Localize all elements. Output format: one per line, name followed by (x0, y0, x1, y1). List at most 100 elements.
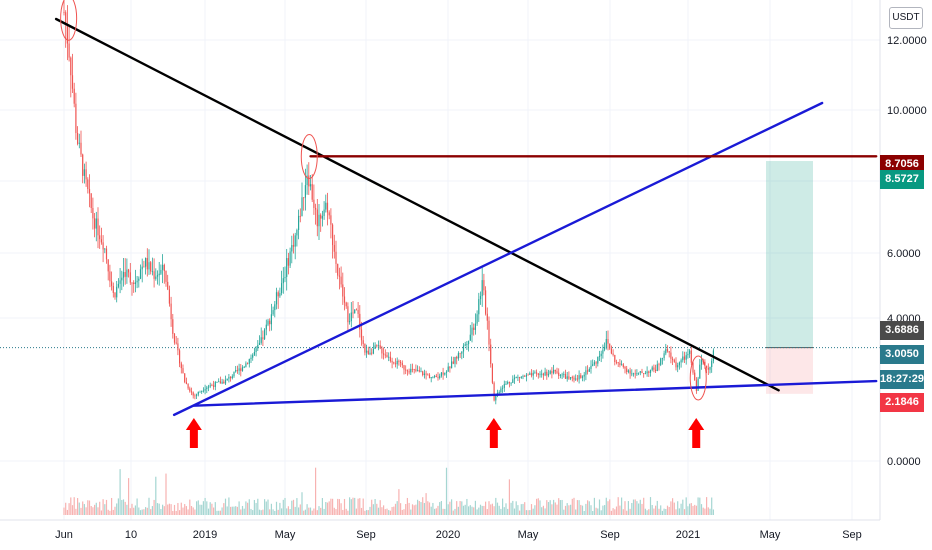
candle-body (95, 218, 97, 229)
currency-label[interactable]: USDT (889, 7, 923, 29)
candle-body (609, 343, 611, 349)
volume-bar (621, 497, 623, 515)
volume-bar (445, 467, 448, 515)
volume-bar (634, 499, 636, 515)
volume-bar (689, 503, 691, 515)
circle-marker (689, 355, 707, 401)
volume-bar (117, 498, 119, 515)
candle-body (94, 218, 96, 229)
price-tag-last-price: 3.0050 (880, 345, 924, 364)
volume-bar (393, 506, 395, 515)
volume-bar (588, 501, 590, 515)
candle-body (549, 371, 551, 374)
volume-bar (73, 497, 75, 515)
candle-body (469, 334, 471, 341)
candle-body (554, 369, 556, 372)
candle-body (493, 382, 495, 401)
candle-body (371, 352, 373, 354)
candle-body (134, 282, 136, 285)
candle-body (298, 215, 300, 230)
candle-body (643, 373, 645, 374)
volume-bar (469, 505, 471, 515)
volume-bar (168, 503, 170, 515)
candle-body (588, 368, 590, 372)
volume-bar (184, 504, 186, 515)
candle-body (401, 363, 403, 366)
candle-body (700, 359, 703, 365)
loss-zone[interactable] (766, 347, 813, 394)
candle-body (411, 368, 414, 370)
volume-bar (461, 501, 463, 515)
volume-bar (139, 510, 142, 515)
volume-bar (372, 504, 374, 515)
profit-zone[interactable] (766, 161, 813, 348)
candle-body (508, 382, 510, 383)
candle-body (639, 371, 641, 373)
volume-bar (496, 502, 499, 515)
candle-body (70, 57, 72, 76)
candle-body (694, 372, 696, 381)
candle-body (126, 269, 128, 277)
candle-body (656, 364, 658, 371)
volume-bar (486, 509, 488, 515)
candle-body (534, 372, 536, 374)
volume-bar (107, 509, 109, 515)
volume-bar (153, 499, 155, 515)
candle-body (281, 283, 283, 294)
volume-bar (593, 497, 595, 515)
volume-bar (580, 504, 582, 515)
trendline-ascending-support[interactable] (172, 101, 824, 417)
volume-bar (369, 506, 371, 515)
volume-bar (704, 508, 706, 515)
volume-bar (112, 509, 114, 515)
volume-bar (658, 508, 660, 515)
candle-body (561, 374, 563, 376)
candle-body (194, 395, 196, 397)
candle-body (479, 296, 482, 300)
volume-bar (673, 502, 675, 515)
candle-body (632, 373, 635, 375)
volume-bar (632, 499, 635, 515)
candle-body (575, 378, 577, 380)
candle-body (444, 372, 446, 375)
candle-body (384, 354, 386, 356)
volume-bar (148, 497, 150, 515)
volume-bar (427, 501, 429, 515)
long-position-box[interactable] (0, 161, 880, 394)
volume-bar (435, 508, 437, 515)
volume-bar (206, 501, 208, 515)
trendline-descending-resistance[interactable] (54, 17, 780, 392)
candle-body (318, 214, 320, 227)
candle-body (423, 373, 425, 376)
trendlines[interactable] (54, 17, 878, 417)
volume-bar (685, 497, 687, 515)
volume-bar (236, 506, 238, 515)
candle-body (340, 276, 342, 285)
candle-body (299, 215, 301, 217)
volume-bar (678, 508, 680, 515)
candle-body (211, 385, 213, 387)
candle-body (179, 350, 181, 364)
volume-bars (63, 467, 714, 515)
volume-bar (94, 504, 96, 515)
candle-body (308, 175, 310, 187)
price-tag-entry: 3.6886 (880, 321, 924, 340)
candle-body (485, 290, 487, 314)
volume-bar (376, 503, 378, 515)
candle-body (360, 329, 363, 341)
volume-bar (660, 505, 662, 515)
volume-bar (503, 507, 505, 515)
volume-bar (160, 509, 162, 515)
candle-body (153, 271, 155, 279)
candle-body (338, 275, 340, 277)
volume-bar (219, 510, 221, 515)
candle-body (88, 189, 91, 194)
candle-body (366, 350, 368, 353)
volume-bar (563, 509, 565, 515)
trendline-base-support[interactable] (192, 379, 878, 407)
volume-bar (315, 467, 317, 515)
candle-body (219, 381, 221, 384)
candle-body (82, 154, 84, 176)
volume-bar (105, 499, 108, 515)
